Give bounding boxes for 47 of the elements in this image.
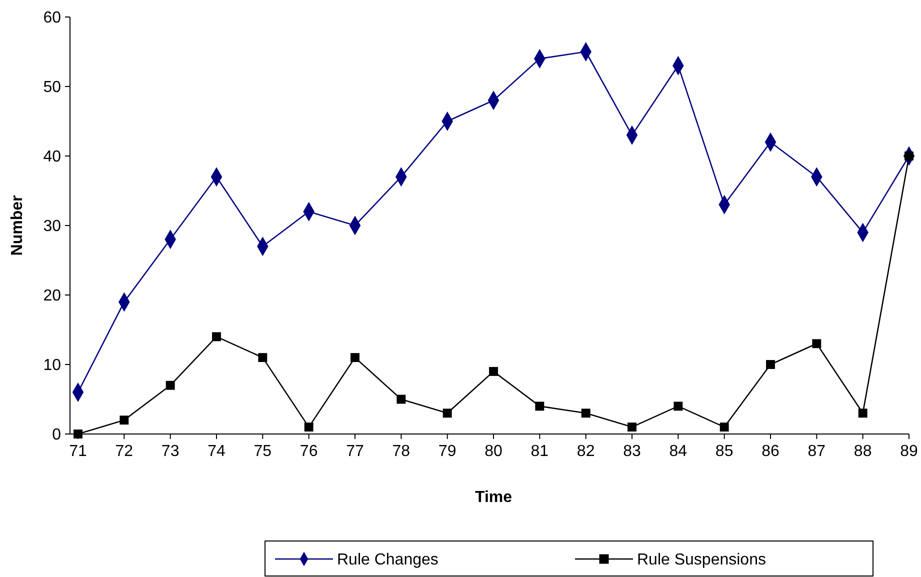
point [258,353,268,362]
y-tick-label: 50 [43,79,62,96]
y-tick-label: 60 [43,10,62,27]
x-tick-label: 85 [715,443,734,460]
y-tick-label: 10 [43,357,62,374]
x-tick-label: 88 [854,443,872,460]
x-tick-label: 73 [161,443,180,460]
x-tick-label: 87 [808,443,826,460]
x-tick-label: 78 [392,443,410,460]
legend-label: Rule Changes [337,552,438,569]
point [120,416,129,425]
y-tick-label: 40 [43,148,62,166]
x-tick-label: 75 [254,443,272,460]
y-tick-label: 30 [43,218,62,236]
x-tick-label: 82 [576,443,595,460]
y-tick-label: 20 [43,288,62,305]
point [858,408,868,418]
point [304,422,314,432]
x-tick-label: 80 [484,443,502,460]
x-tick-label: 74 [208,443,226,460]
point [674,402,683,411]
x-tick-label: 71 [69,443,87,460]
point [396,394,406,404]
point [442,408,452,418]
x-tick-label: 77 [346,443,364,460]
legend-label: Rule Suspensions [637,552,766,569]
point [212,332,221,342]
point [166,380,175,390]
y-axis-title: Number [9,195,26,256]
x-tick-label: 83 [623,443,641,460]
point [720,422,729,432]
x-axis-title: Time [474,489,512,506]
x-tick-label: 76 [300,443,318,460]
point [581,408,590,418]
x-tick-label: 86 [762,443,780,460]
point [350,353,360,362]
point [489,366,498,376]
point [628,422,636,432]
point [812,339,822,348]
y-tick-label: 0 [52,426,62,444]
x-tick-label: 84 [669,443,688,460]
x-tick-label: 72 [115,443,134,460]
point [535,402,544,411]
point [766,360,775,369]
x-tick-label: 79 [438,443,456,460]
x-tick-label: 81 [530,443,549,460]
x-tick-label: 89 [900,443,918,460]
